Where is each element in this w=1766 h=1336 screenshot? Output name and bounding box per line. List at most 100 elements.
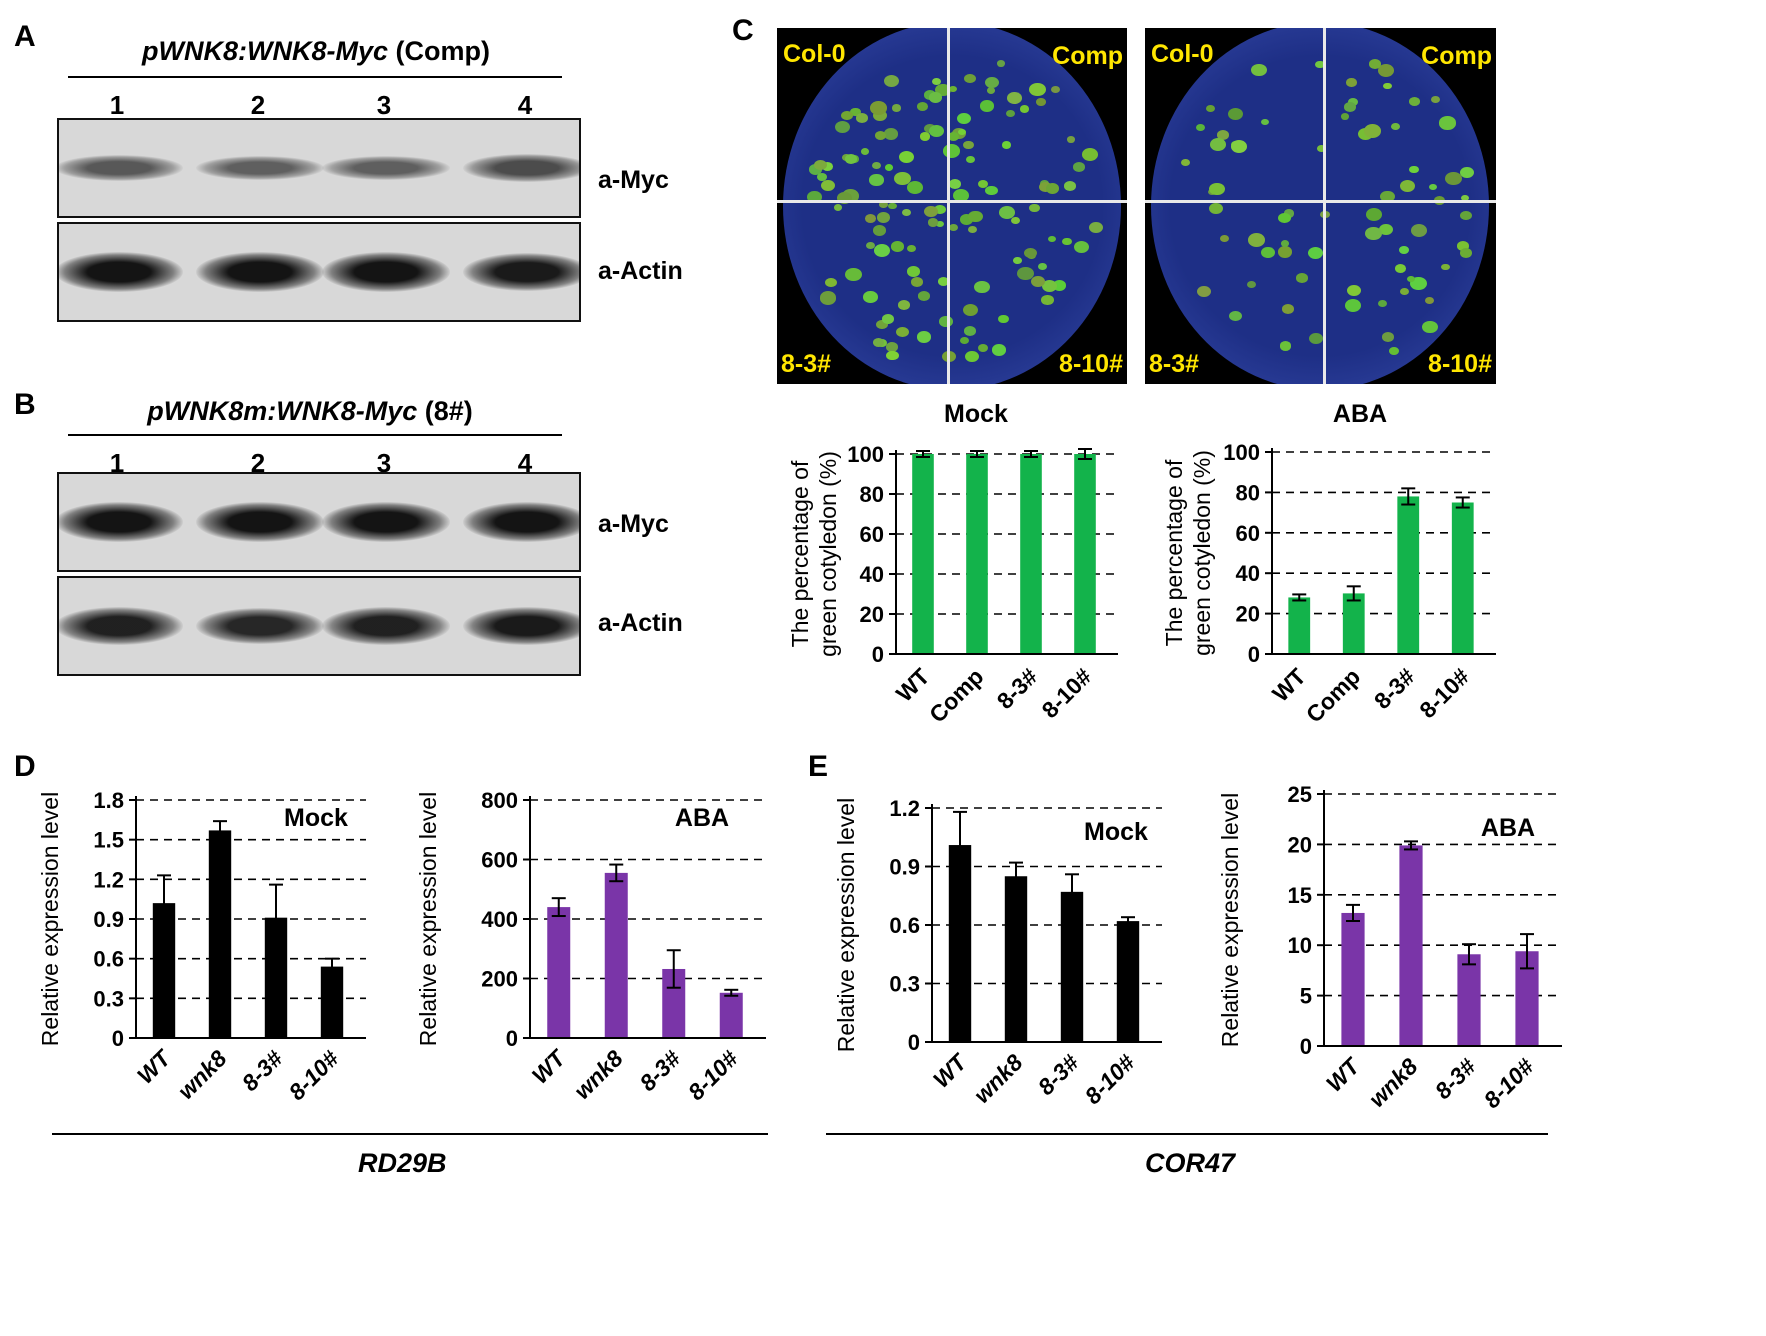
seedling <box>872 337 885 347</box>
bar <box>662 968 686 1038</box>
gene-label-rd29b: RD29B <box>358 1148 447 1178</box>
seedling <box>1053 280 1067 291</box>
y-tick-label: 100 <box>1223 440 1260 465</box>
seedling <box>998 315 1009 324</box>
category-label: 8-10# <box>1037 663 1097 723</box>
seedling <box>1366 208 1382 221</box>
category-label: WT <box>1321 1052 1366 1097</box>
seedling <box>1439 116 1456 130</box>
seedling <box>897 299 910 310</box>
seedling <box>835 120 851 133</box>
seedling <box>1180 158 1190 167</box>
seedling <box>1063 181 1077 191</box>
bar <box>1060 891 1084 1042</box>
chart-title: ABA <box>675 804 729 832</box>
category-label: WT <box>527 1044 572 1089</box>
seedling <box>928 92 942 103</box>
quad-label-col0: Col-0 <box>1151 40 1214 68</box>
y-tick-label: 60 <box>1236 521 1260 546</box>
seedling <box>1251 63 1267 77</box>
plate-divider-horizontal <box>777 200 1127 203</box>
category-label: 8-10# <box>1479 1053 1539 1110</box>
category-label: 8-10# <box>1414 663 1474 723</box>
panel-label-d: D <box>14 750 36 783</box>
seedling <box>824 277 837 288</box>
seedling <box>927 218 939 227</box>
seedling <box>819 291 837 305</box>
seedling <box>1278 212 1292 224</box>
blot-b-lane-1: 1 <box>109 448 125 478</box>
blot-b-actin-label: a-Actin <box>598 609 683 637</box>
blot-band <box>463 502 579 542</box>
category-label: 8-3# <box>1369 663 1420 714</box>
bar <box>719 992 743 1038</box>
seedling <box>1011 216 1021 224</box>
plate-divider-horizontal <box>1145 200 1496 203</box>
seedling <box>894 172 911 186</box>
seedling <box>985 76 1000 88</box>
y-tick-label: 0 <box>872 642 884 667</box>
seedling <box>1307 247 1323 260</box>
seedling <box>949 85 958 92</box>
blot-band <box>196 607 324 645</box>
seedling <box>1206 104 1216 113</box>
seedling <box>1001 141 1012 149</box>
bar <box>1342 593 1365 654</box>
seedling <box>884 164 894 172</box>
blot-band <box>59 155 183 181</box>
blot-band <box>322 502 450 542</box>
blot-a-lane-3: 3 <box>376 90 392 120</box>
seedling <box>1399 246 1409 254</box>
seedling <box>963 326 977 337</box>
seedling <box>1072 161 1086 172</box>
bar <box>1397 496 1420 654</box>
y-tick-label: 5 <box>1300 984 1312 1009</box>
seedling <box>886 350 899 361</box>
seedling <box>1261 247 1275 258</box>
blot-b-suffix: (8#) <box>424 396 473 426</box>
blot-band <box>463 153 579 183</box>
bar <box>1116 921 1140 1042</box>
bar <box>966 454 988 654</box>
seedling <box>947 132 960 142</box>
seedling <box>1410 223 1428 238</box>
seedling <box>937 276 949 286</box>
blot-band <box>196 252 324 292</box>
blot-b-actin <box>57 576 581 676</box>
seedling <box>883 128 899 140</box>
seedling <box>1208 202 1223 215</box>
seedling <box>888 202 897 210</box>
blot-band <box>322 607 450 645</box>
seedling <box>1391 122 1401 130</box>
seedling <box>962 303 979 317</box>
category-label: WT <box>891 663 935 707</box>
seedling <box>891 241 904 252</box>
bar <box>1020 454 1042 654</box>
seedling <box>836 192 852 205</box>
blot-band <box>196 502 324 542</box>
seedling <box>910 277 923 287</box>
seedling <box>906 181 923 195</box>
blot-a-actin-label: a-Actin <box>598 257 683 285</box>
seedling <box>967 210 983 223</box>
y-axis-label: The percentage ofgreen cotyledon (%) <box>1161 450 1215 656</box>
seedling <box>1037 262 1047 271</box>
blot-b-header: pWNK8m:WNK8-Myc (8#) <box>60 396 560 427</box>
gene-line-d <box>52 1133 768 1135</box>
seedling <box>1047 235 1057 243</box>
bar <box>948 845 972 1042</box>
y-tick-label: 10 <box>1288 933 1312 958</box>
category-label: wnk8 <box>172 1045 231 1104</box>
seedling <box>1013 257 1022 265</box>
gene-label-cor47: COR47 <box>1145 1148 1236 1178</box>
seedling <box>960 337 969 345</box>
seedling <box>876 319 889 330</box>
panel-label-c: C <box>732 14 754 47</box>
seedling <box>1425 296 1434 304</box>
seedling <box>1246 281 1256 289</box>
seedling <box>855 113 869 124</box>
seedling <box>1460 194 1469 202</box>
y-tick-label: 100 <box>847 442 884 467</box>
